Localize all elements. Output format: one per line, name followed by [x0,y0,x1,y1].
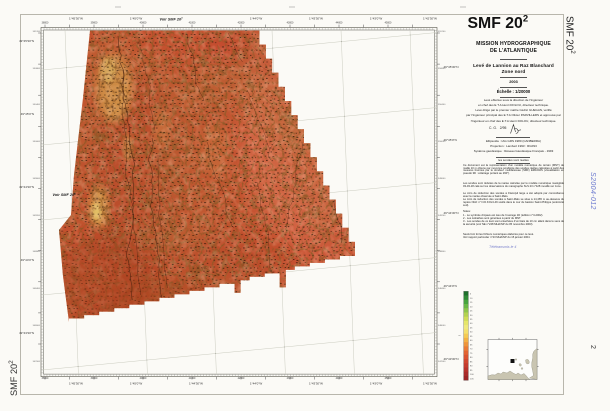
svg-text:44000: 44000 [336,377,343,380]
svg-text:m: m [459,335,461,337]
svg-text:65: 65 [470,344,473,346]
svg-text:90: 90 [470,366,473,368]
svg-text:60: 60 [470,340,473,342]
svg-text:548000: 548000 [33,325,41,327]
svg-text:1°44'0"W: 1°44'0"W [250,17,263,21]
svg-text:550400: 550400 [438,104,446,106]
svg-text:550400: 550400 [33,104,41,106]
svg-text:549600: 549600 [438,178,446,180]
svg-text:38000: 38000 [42,22,49,25]
svg-text:548800: 548800 [33,251,41,253]
svg-text:547600: 547600 [438,361,446,363]
svg-text:49°44'30"N: 49°44'30"N [19,185,34,189]
svg-text:549200: 549200 [33,215,41,217]
svg-text:548800: 548800 [438,251,446,253]
svg-text:100: 100 [470,374,474,376]
svg-text:40000: 40000 [140,22,147,25]
svg-text:5: 5 [470,294,472,296]
svg-text:45: 45 [470,327,473,329]
svg-text:1°45'30"W: 1°45'30"W [69,17,83,21]
svg-text:548400: 548400 [438,288,446,290]
svg-text:1°42'30"W: 1°42'30"W [423,17,437,21]
svg-text:39000: 39000 [91,377,98,380]
svg-text:55: 55 [470,336,473,338]
svg-text:35: 35 [470,319,473,321]
svg-text:42000: 42000 [238,22,245,25]
svg-text:Voir SMF 205: Voir SMF 205 [52,192,76,197]
svg-text:40000: 40000 [140,377,147,380]
svg-text:43000: 43000 [287,377,294,380]
svg-text:40: 40 [470,323,473,325]
svg-text:49°45'30"N: 49°45'30"N [19,39,34,43]
svg-text:70: 70 [470,349,473,351]
svg-text:550800: 550800 [438,68,446,70]
svg-text:49°43'30"N: 49°43'30"N [19,331,34,335]
svg-text:551200: 551200 [438,31,446,33]
svg-text:25: 25 [470,311,473,313]
svg-text:45000: 45000 [385,22,392,25]
svg-text:49°43'30"N: 49°43'30"N [444,357,459,361]
svg-text:548000: 548000 [438,325,446,327]
svg-text:49°44'0"N: 49°44'0"N [444,284,457,288]
svg-text:45000: 45000 [385,377,392,380]
svg-text:50: 50 [470,332,473,334]
svg-text:Voir SMF 207: Voir SMF 207 [159,17,183,22]
svg-text:49°44'30"N: 49°44'30"N [444,211,459,215]
svg-text:1°44'0"W: 1°44'0"W [250,382,263,386]
svg-text:550800: 550800 [33,68,41,70]
svg-text:551200: 551200 [33,31,41,33]
svg-text:548400: 548400 [33,288,41,290]
svg-text:20: 20 [470,306,473,308]
svg-text:10: 10 [470,298,473,300]
svg-text:49°44'0"N: 49°44'0"N [21,258,34,262]
svg-text:550000: 550000 [438,141,446,143]
svg-text:1°45'0"W: 1°45'0"W [130,382,143,386]
svg-text:49°45'0"N: 49°45'0"N [444,138,457,142]
svg-text:1°44'30"W: 1°44'30"W [189,382,203,386]
svg-text:15: 15 [470,302,473,304]
svg-text:49°45'0"N: 49°45'0"N [21,112,34,116]
svg-text:1°43'30"W: 1°43'30"W [309,382,323,386]
svg-text:1°45'0"W: 1°45'0"W [130,17,143,21]
svg-text:549600: 549600 [33,178,41,180]
svg-text:1°43'0"W: 1°43'0"W [370,17,383,21]
svg-text:41000: 41000 [189,377,196,380]
svg-text:41000: 41000 [189,22,196,25]
svg-text:85: 85 [470,361,473,363]
svg-text:95: 95 [470,370,473,372]
svg-text:547600: 547600 [33,361,41,363]
svg-text:44000: 44000 [336,22,343,25]
svg-text:80: 80 [470,357,473,359]
svg-text:550000: 550000 [33,141,41,143]
svg-text:75: 75 [470,353,473,355]
svg-text:38000: 38000 [42,377,49,380]
svg-text:42000: 42000 [238,377,245,380]
svg-text:1°45'30"W: 1°45'30"W [69,382,83,386]
svg-text:30: 30 [470,315,473,317]
svg-text:105: 105 [470,378,474,380]
svg-text:1°43'30"W: 1°43'30"W [309,17,323,21]
svg-text:1°43'0"W: 1°43'0"W [370,382,383,386]
svg-text:49°45'30"N: 49°45'30"N [444,65,459,69]
svg-text:43000: 43000 [287,22,294,25]
svg-text:39000: 39000 [91,22,98,25]
svg-text:1°42'30"W: 1°42'30"W [423,382,437,386]
svg-text:549200: 549200 [438,215,446,217]
